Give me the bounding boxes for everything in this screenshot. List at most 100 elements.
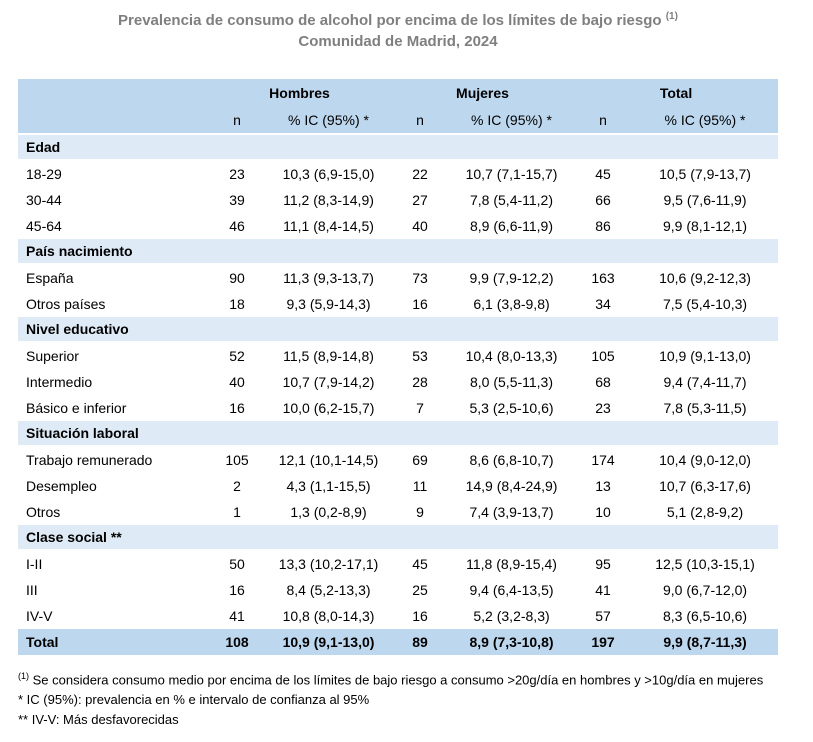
table-row: 18-29 23 10,3 (6,9-15,0) 22 10,7 (7,1-15,7) 4…	[18, 160, 778, 187]
n-value: 108	[208, 629, 266, 655]
n-value: 16	[229, 582, 245, 598]
ic-value: 13,3 (10,2-17,1)	[278, 556, 379, 572]
ic-value: 7,5 (5,4-10,3)	[662, 296, 748, 312]
ic-value: 9,4 (7,4-11,7)	[663, 374, 747, 390]
n-value: 57	[595, 608, 611, 624]
ic-value: 10,3 (6,9-15,0)	[282, 166, 375, 182]
subheader-n-mujeres: n	[391, 106, 449, 135]
subheader-ic-total: % IC (95%) *	[632, 106, 779, 135]
section-header-row: Situación laboral	[18, 421, 779, 447]
ic-value: 7,4 (3,9-13,7)	[469, 504, 554, 520]
ic-value: 12,1 (10,1-14,5)	[278, 452, 379, 468]
subheader-n-total: n	[574, 106, 633, 135]
n-value: 40	[412, 218, 428, 234]
ic-value: 7,8 (5,4-11,2)	[470, 192, 554, 208]
n-value: 105	[225, 452, 249, 468]
column-header-mujeres: Mujeres	[391, 79, 575, 106]
n-value: 16	[412, 296, 428, 312]
n-value: 16	[412, 608, 428, 624]
table-row: Trabajo remunerado 105 12,1 (10,1-14,5) 69 8…	[18, 446, 778, 473]
n-value: 34	[595, 296, 611, 312]
n-value: 105	[591, 348, 615, 364]
footnotes: (1) Se considera consumo medio por encim…	[18, 666, 774, 730]
row-label: Otros	[26, 504, 61, 520]
section-header-row: Nivel educativo	[18, 317, 779, 343]
ic-value: 6,1 (3,8-9,8)	[473, 296, 550, 312]
page-subtitle: Comunidad de Madrid, 2024	[298, 33, 498, 50]
table-row: IV-V 41 10,8 (8,0-14,3) 16 5,2 (3,2-8,3) 57 8,…	[18, 603, 778, 629]
table-body: Edad 18-29 23 10,3 (6,9-15,0) 22 10,7 (7,1-15…	[18, 134, 779, 655]
footnote-text: Se considera consumo medio por encima de…	[29, 672, 764, 688]
ic-value: 8,0 (5,5-11,3)	[470, 374, 554, 390]
ic-value: 10,4 (8,0-13,3)	[465, 348, 558, 364]
n-value: 45	[595, 166, 611, 182]
n-value: 90	[229, 270, 245, 286]
n-value: 16	[229, 400, 245, 416]
table-row: Básico e inferior 16 10,0 (6,2-15,7) 7 5,3 (…	[18, 395, 778, 421]
ic-value: 8,6 (6,8-10,7)	[469, 452, 554, 468]
table-row: III 16 8,4 (5,2-13,3) 25 9,4 (6,4-13,5) 41 9,0…	[18, 577, 778, 603]
section-header-row: País nacimiento	[18, 239, 779, 265]
n-value: 45	[412, 556, 428, 572]
ic-value: 11,8 (8,9-15,4)	[466, 556, 557, 572]
n-value: 46	[229, 218, 245, 234]
n-value: 39	[229, 192, 245, 208]
ic-value: 5,2 (3,2-8,3)	[473, 608, 550, 624]
ic-value: 10,7 (7,1-15,7)	[465, 166, 558, 182]
n-value: 7	[416, 400, 424, 416]
corner-cell	[18, 79, 208, 106]
ic-value: 9,9 (7,9-12,2)	[469, 270, 554, 286]
total-row: Total 108 10,9 (9,1-13,0) 89 8,9 (7,3-10,8) 1…	[18, 629, 779, 655]
ic-value: 10,5 (7,9-13,7)	[659, 166, 751, 182]
n-value: 89	[391, 629, 449, 655]
section-header-row: Clase social **	[18, 525, 779, 551]
footnote-clase-social: ** IV-V: Más desfavorecidas	[18, 712, 179, 728]
ic-value: 11,5 (8,9-14,8)	[283, 348, 374, 364]
table-row: I-II 50 13,3 (10,2-17,1) 45 11,8 (8,9-15,4) 9…	[18, 550, 778, 577]
n-value: 52	[229, 348, 245, 364]
ic-value: 10,9 (9,1-13,0)	[266, 629, 391, 655]
n-value: 9	[416, 504, 424, 520]
n-value: 95	[595, 556, 611, 572]
corner-cell	[18, 106, 208, 135]
n-value: 11	[412, 478, 428, 494]
n-value: 68	[595, 374, 611, 390]
ic-value: 9,9 (8,1-12,1)	[662, 218, 748, 234]
section-label: Edad	[18, 134, 779, 161]
ic-value: 11,2 (8,3-14,9)	[283, 192, 374, 208]
ic-value: 11,3 (9,3-13,7)	[283, 270, 374, 286]
ic-value: 9,5 (7,6-11,9)	[663, 192, 747, 208]
row-label: Desempleo	[26, 478, 97, 494]
ic-value: 10,7 (7,9-14,2)	[282, 374, 375, 390]
n-value: 1	[233, 504, 241, 520]
ic-value: 8,3 (6,5-10,6)	[662, 608, 748, 624]
table-row: 30-44 39 11,2 (8,3-14,9) 27 7,8 (5,4-11,2) 66…	[18, 187, 778, 213]
section-header-row: Edad	[18, 134, 779, 161]
table-row: 45-64 46 11,1 (8,4-14,5) 40 8,9 (6,6-11,9) 86…	[18, 213, 778, 239]
table-header: Hombres Mujeres Total n % IC (95%) * n %…	[18, 79, 779, 135]
n-value: 10	[595, 504, 611, 520]
n-value: 28	[412, 374, 428, 390]
ic-value: 11,1 (8,4-14,5)	[283, 218, 374, 234]
row-label: Básico e inferior	[26, 400, 127, 416]
group-header-row: Hombres Mujeres Total	[18, 79, 779, 106]
n-value: 23	[229, 166, 245, 182]
ic-value: 9,0 (6,7-12,0)	[662, 582, 748, 598]
ic-value: 14,9 (8,4-24,9)	[465, 478, 558, 494]
ic-value: 10,8 (8,0-14,3)	[282, 608, 375, 624]
ic-value: 10,4 (9,0-12,0)	[659, 452, 751, 468]
n-value: 25	[412, 582, 428, 598]
ic-value: 9,3 (5,9-14,3)	[286, 296, 371, 312]
footnote-marker: (1)	[18, 671, 29, 681]
column-header-hombres: Hombres	[208, 79, 391, 106]
page-title: Prevalencia de consumo de alcohol por en…	[18, 6, 778, 31]
ic-value: 10,0 (6,2-15,7)	[282, 400, 375, 416]
n-value: 27	[412, 192, 428, 208]
n-value: 40	[229, 374, 245, 390]
ic-value: 8,9 (6,6-11,9)	[470, 218, 554, 234]
section-label: País nacimiento	[18, 239, 779, 265]
row-label: IV-V	[26, 608, 53, 624]
row-label: 18-29	[26, 166, 62, 182]
n-value: 50	[229, 556, 245, 572]
